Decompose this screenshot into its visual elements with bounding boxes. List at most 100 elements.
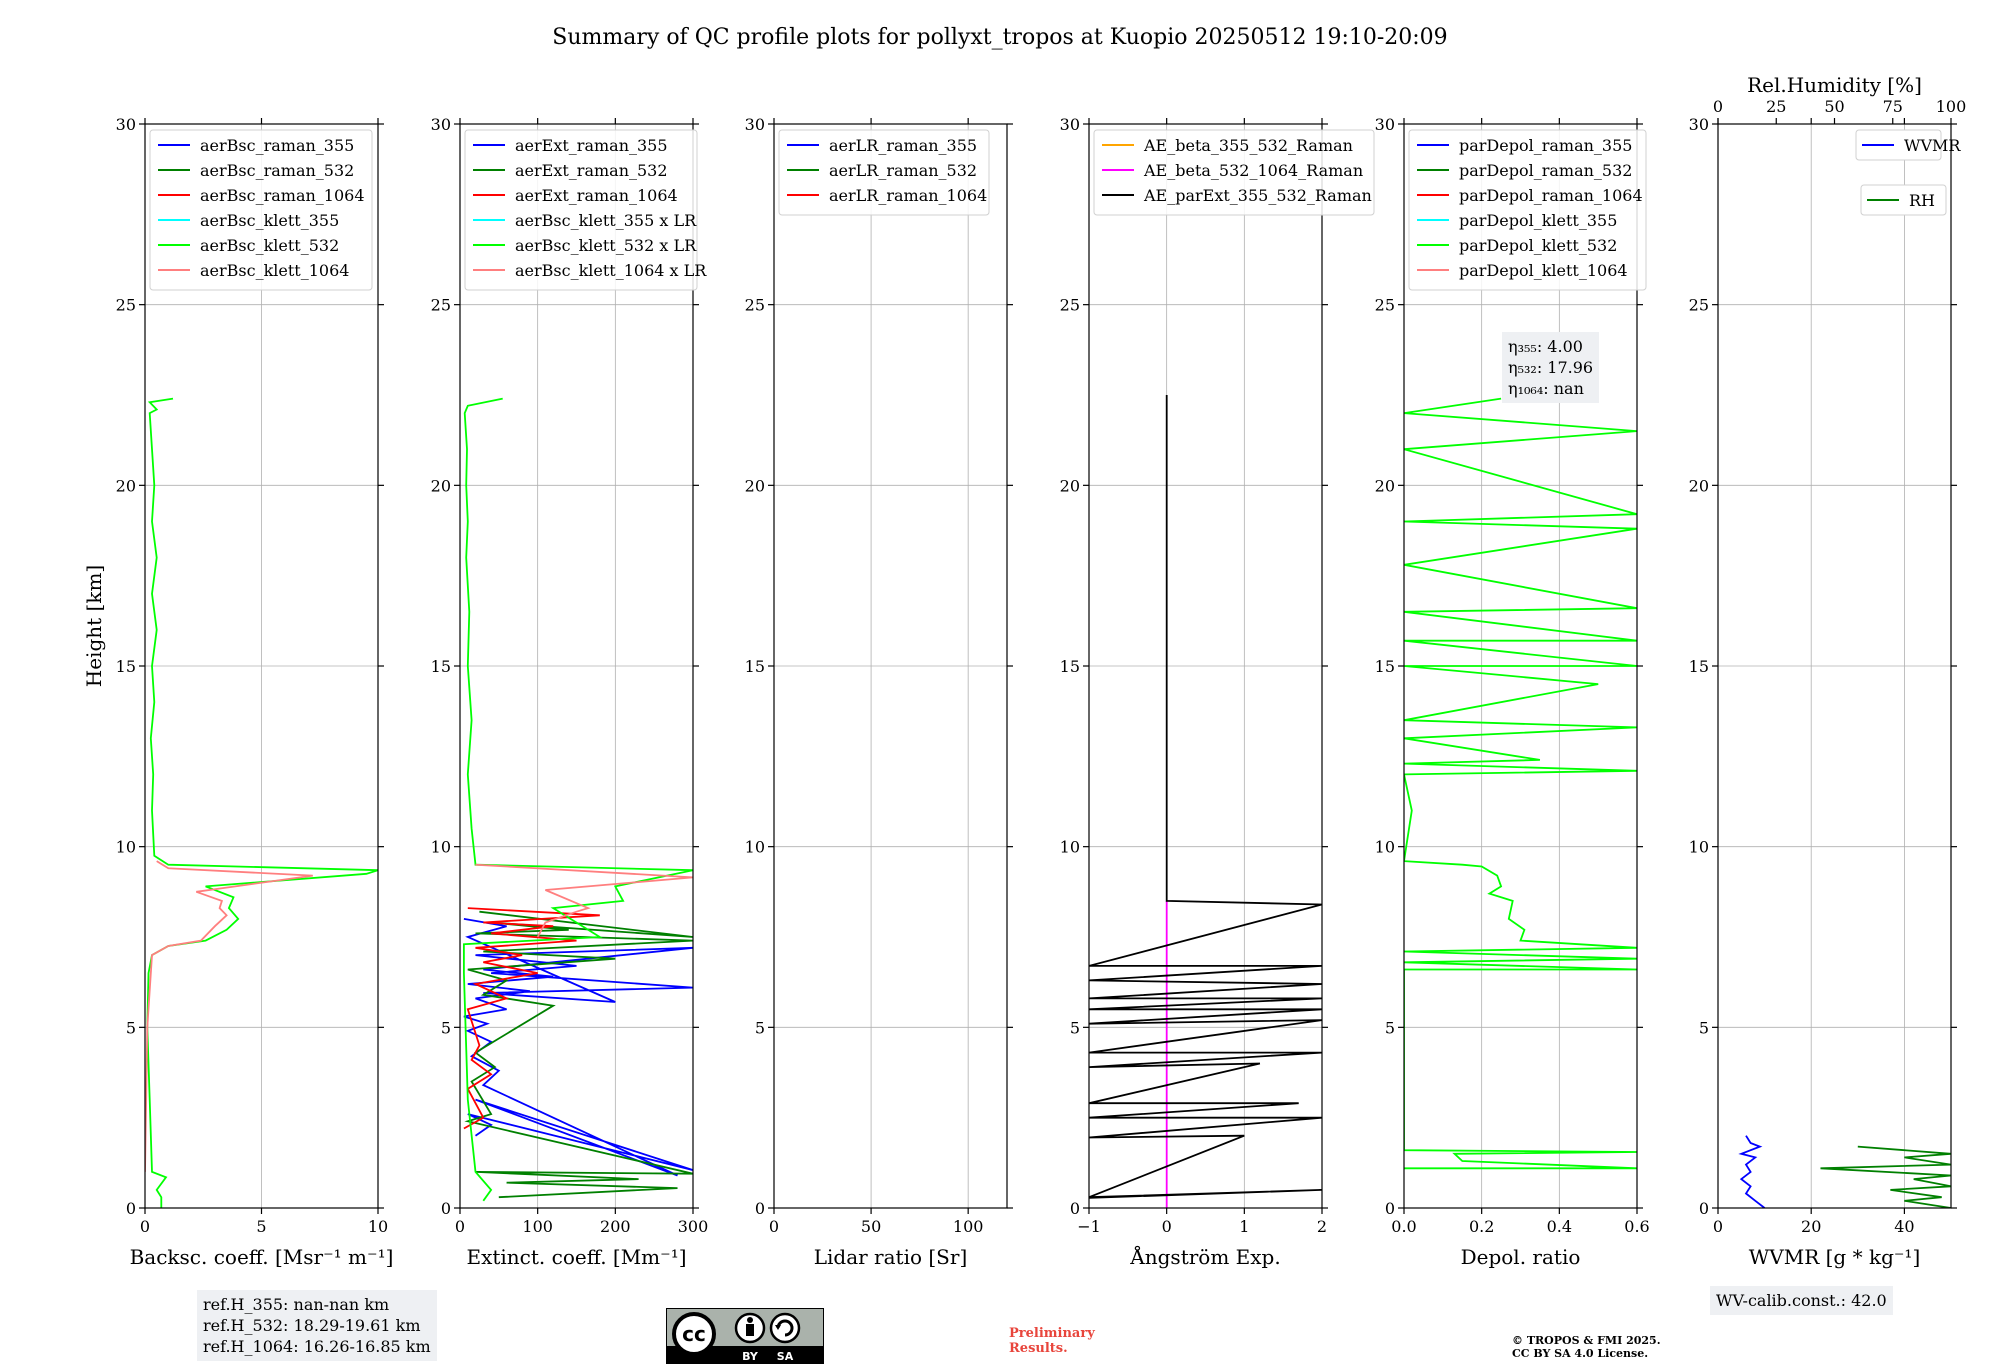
y-tick-label: 0 (755, 1199, 765, 1218)
x-tick-label: 0 (140, 1217, 150, 1236)
panel-depol: 0 5 10 15 20 25 30 0.0 0.2 0.4 0.6 Depol. ratio parD… (1375, 115, 1650, 1269)
y-tick-label: 15 (745, 657, 765, 676)
y-tick-label: 5 (755, 1018, 765, 1037)
copyright-line-1: © TROPOS & FMI 2025. (1512, 1334, 1661, 1347)
legend-label: AE_beta_355_532_Raman (1143, 136, 1353, 155)
legend-label: AE_parExt_355_532_Raman (1143, 186, 1372, 205)
y-tick-label: 20 (1375, 476, 1395, 495)
series-aerExt_raman_1064 (463, 907, 600, 1130)
reference-height-box: ref.H_355: nan-nan km ref.H_532: 18.29-1… (197, 1290, 437, 1361)
y-tick-label: 5 (1385, 1018, 1395, 1037)
top-x-tick-label: 75 (1883, 97, 1903, 116)
legend-label: parDepol_klett_532 (1459, 236, 1617, 255)
x-tick-label: 2 (1317, 1217, 1327, 1236)
x-tick-label: 0.2 (1469, 1217, 1494, 1236)
y-tick-label: 30 (1689, 115, 1709, 134)
top-x-tick-label: 0 (1713, 97, 1723, 116)
y-tick-label: 0 (441, 1199, 451, 1218)
eta-532: η₅₃₂: 17.96 (1508, 358, 1594, 377)
x-tick-label: 0.4 (1547, 1217, 1572, 1236)
x-axis-label: Backsc. coeff. [Msr⁻¹ m⁻¹] (130, 1245, 394, 1269)
legend-label: aerLR_raman_355 (829, 136, 977, 155)
legend-label: aerBsc_klett_355 x LR (515, 211, 697, 230)
legend-box (149, 129, 373, 291)
cc-sa-text: SA (777, 1350, 794, 1363)
legend-box (778, 129, 990, 216)
legend-label: aerBsc_klett_1064 x LR (515, 261, 707, 280)
copyright-note: © TROPOS & FMI 2025. CC BY SA 4.0 Licens… (1512, 1334, 1661, 1360)
legend-label: aerBsc_klett_532 (200, 236, 339, 255)
y-tick-label: 25 (1375, 296, 1395, 315)
top-x-axis-label: Rel.Humidity [%] (1747, 73, 1922, 97)
y-tick-label: 20 (1689, 476, 1709, 495)
x-tick-label: 20 (1801, 1217, 1821, 1236)
legend-box (1093, 129, 1375, 216)
copyright-line-2: CC BY SA 4.0 License. (1512, 1347, 1649, 1360)
legend-label: parDepol_klett_355 (1459, 211, 1617, 230)
x-tick-label: 0 (1162, 1217, 1172, 1236)
y-tick-label: 30 (1060, 115, 1080, 134)
x-tick-label: 0 (769, 1217, 779, 1236)
series-aerBsc_klett_532 (146, 397, 378, 1208)
x-tick-label: 5 (256, 1217, 266, 1236)
series-AE_parExt_355_532_Raman (1089, 395, 1322, 1199)
x-tick-label: 0 (1713, 1217, 1723, 1236)
series-WVMR (1738, 1135, 1766, 1208)
x-tick-label: 50 (861, 1217, 881, 1236)
refh-355: ref.H_355: nan-nan km (203, 1295, 390, 1314)
wv-calib-const: WV-calib.const.: 42.0 (1716, 1291, 1887, 1310)
y-tick-label: 0 (126, 1199, 136, 1218)
eta-1064: η₁₀₆₄: nan (1508, 379, 1584, 398)
y-tick-label: 30 (116, 115, 136, 134)
legend-label: aerBsc_klett_532 x LR (515, 236, 697, 255)
series-aerBsc_klett_1064 x LR (475, 863, 693, 938)
y-tick-label: 10 (431, 838, 451, 857)
y-tick-label: 5 (441, 1018, 451, 1037)
x-tick-label: 1 (1239, 1217, 1249, 1236)
legend-box (1408, 129, 1647, 291)
refh-532: ref.H_532: 18.29-19.61 km (203, 1316, 421, 1335)
series-aerExt_raman_355 (463, 918, 693, 1177)
legend-label: WVMR (1904, 136, 1961, 155)
eta-355: η₃₅₅: 4.00 (1508, 337, 1583, 356)
cc-logo-text: cc (682, 1322, 706, 1346)
y-tick-label: 0 (1385, 1199, 1395, 1218)
y-tick-label: 15 (1375, 657, 1395, 676)
legend-box (1860, 184, 1947, 216)
x-tick-label: 10 (368, 1217, 388, 1236)
cc-by-text: BY (742, 1350, 759, 1363)
y-tick-label: 0 (1070, 1199, 1080, 1218)
y-tick-label: 20 (1060, 476, 1080, 495)
y-tick-label: 5 (1070, 1018, 1080, 1037)
top-x-tick-label: 50 (1824, 97, 1844, 116)
legend-label: aerExt_raman_532 (515, 161, 668, 180)
preliminary-line-2: Results. (1009, 1341, 1068, 1356)
legend-label: AE_beta_532_1064_Raman (1143, 161, 1363, 180)
y-tick-label: 25 (1060, 296, 1080, 315)
x-axis-label: Lidar ratio [Sr] (814, 1245, 968, 1269)
y-tick-label: 10 (116, 838, 136, 857)
y-tick-label: 10 (745, 838, 765, 857)
legend-label: aerBsc_raman_355 (200, 136, 354, 155)
y-tick-label: 15 (431, 657, 451, 676)
y-tick-label: 25 (116, 296, 136, 315)
y-tick-label: 20 (116, 476, 136, 495)
top-x-tick-label: 100 (1936, 97, 1967, 116)
y-tick-label: 25 (745, 296, 765, 315)
legend-label: aerLR_raman_1064 (829, 186, 987, 205)
y-tick-label: 30 (1375, 115, 1395, 134)
legend-label: parDepol_klett_1064 (1459, 261, 1628, 280)
x-tick-label: 40 (1894, 1217, 1914, 1236)
legend-label: parDepol_raman_355 (1459, 136, 1632, 155)
y-tick-label: 20 (745, 476, 765, 495)
legend-label: RH (1909, 191, 1935, 210)
x-axis-label: WVMR [g * kg⁻¹] (1749, 1245, 1921, 1269)
y-tick-label: 30 (431, 115, 451, 134)
x-tick-label: −1 (1077, 1217, 1101, 1236)
top-x-tick-label: 25 (1766, 97, 1786, 116)
legend-box (1855, 129, 1942, 161)
